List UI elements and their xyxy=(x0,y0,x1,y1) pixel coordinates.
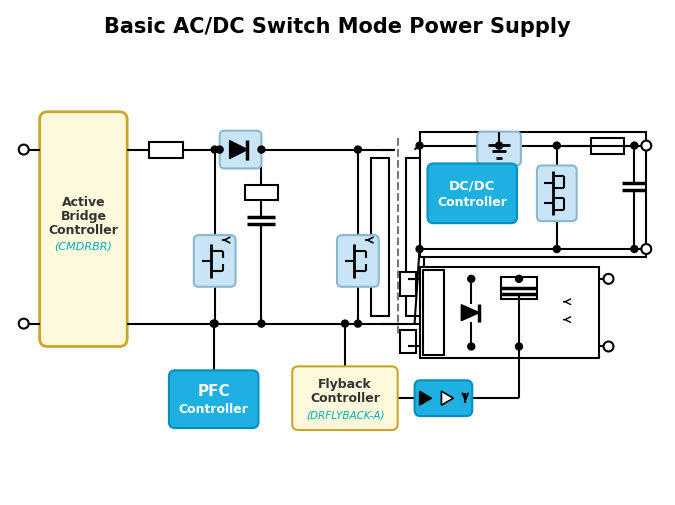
FancyBboxPatch shape xyxy=(477,132,521,166)
Circle shape xyxy=(210,321,217,327)
Text: Flyback: Flyback xyxy=(318,377,372,390)
Text: DC/DC: DC/DC xyxy=(449,179,495,192)
Bar xyxy=(400,330,416,353)
FancyBboxPatch shape xyxy=(537,166,576,222)
Polygon shape xyxy=(230,141,248,159)
Circle shape xyxy=(516,343,522,350)
Text: Controller: Controller xyxy=(49,223,118,236)
Circle shape xyxy=(19,145,29,155)
Circle shape xyxy=(641,244,651,255)
FancyBboxPatch shape xyxy=(40,113,127,347)
Circle shape xyxy=(631,246,638,253)
FancyBboxPatch shape xyxy=(414,381,472,416)
Circle shape xyxy=(19,319,29,329)
Circle shape xyxy=(354,321,361,327)
FancyBboxPatch shape xyxy=(292,367,398,430)
FancyBboxPatch shape xyxy=(169,371,259,428)
Polygon shape xyxy=(420,391,431,406)
Circle shape xyxy=(516,276,522,283)
Circle shape xyxy=(342,321,348,327)
Bar xyxy=(406,158,423,316)
Circle shape xyxy=(631,143,638,150)
Text: (DRFLYBACK-A): (DRFLYBACK-A) xyxy=(306,409,384,419)
Circle shape xyxy=(554,246,560,253)
FancyBboxPatch shape xyxy=(427,164,517,224)
Circle shape xyxy=(468,343,475,350)
Text: Controller: Controller xyxy=(437,195,507,209)
Text: (CMDRBR): (CMDRBR) xyxy=(55,240,112,250)
FancyBboxPatch shape xyxy=(337,236,379,287)
Bar xyxy=(501,277,537,299)
Text: Controller: Controller xyxy=(179,402,248,415)
Circle shape xyxy=(468,276,475,283)
Text: PFC: PFC xyxy=(197,383,230,398)
Bar xyxy=(400,272,416,296)
Circle shape xyxy=(416,143,423,150)
Circle shape xyxy=(603,274,614,284)
Circle shape xyxy=(641,141,651,152)
Circle shape xyxy=(211,321,218,327)
Bar xyxy=(420,267,599,359)
Circle shape xyxy=(416,246,423,253)
Bar xyxy=(149,142,183,158)
Polygon shape xyxy=(441,391,454,406)
Bar xyxy=(420,132,646,258)
Circle shape xyxy=(211,147,218,154)
Text: Bridge: Bridge xyxy=(60,209,107,222)
Circle shape xyxy=(554,143,560,150)
Bar xyxy=(591,138,624,154)
Bar xyxy=(244,186,278,201)
Bar xyxy=(423,270,444,356)
FancyBboxPatch shape xyxy=(219,131,261,169)
Bar xyxy=(371,158,389,316)
Polygon shape xyxy=(461,305,479,321)
Circle shape xyxy=(603,342,614,352)
Circle shape xyxy=(258,147,265,154)
Circle shape xyxy=(216,147,223,154)
Circle shape xyxy=(354,147,361,154)
Text: Controller: Controller xyxy=(310,391,380,404)
FancyBboxPatch shape xyxy=(194,236,236,287)
Circle shape xyxy=(495,143,503,150)
Circle shape xyxy=(258,321,265,327)
Text: Basic AC/DC Switch Mode Power Supply: Basic AC/DC Switch Mode Power Supply xyxy=(104,17,571,37)
Text: Active: Active xyxy=(61,195,105,209)
